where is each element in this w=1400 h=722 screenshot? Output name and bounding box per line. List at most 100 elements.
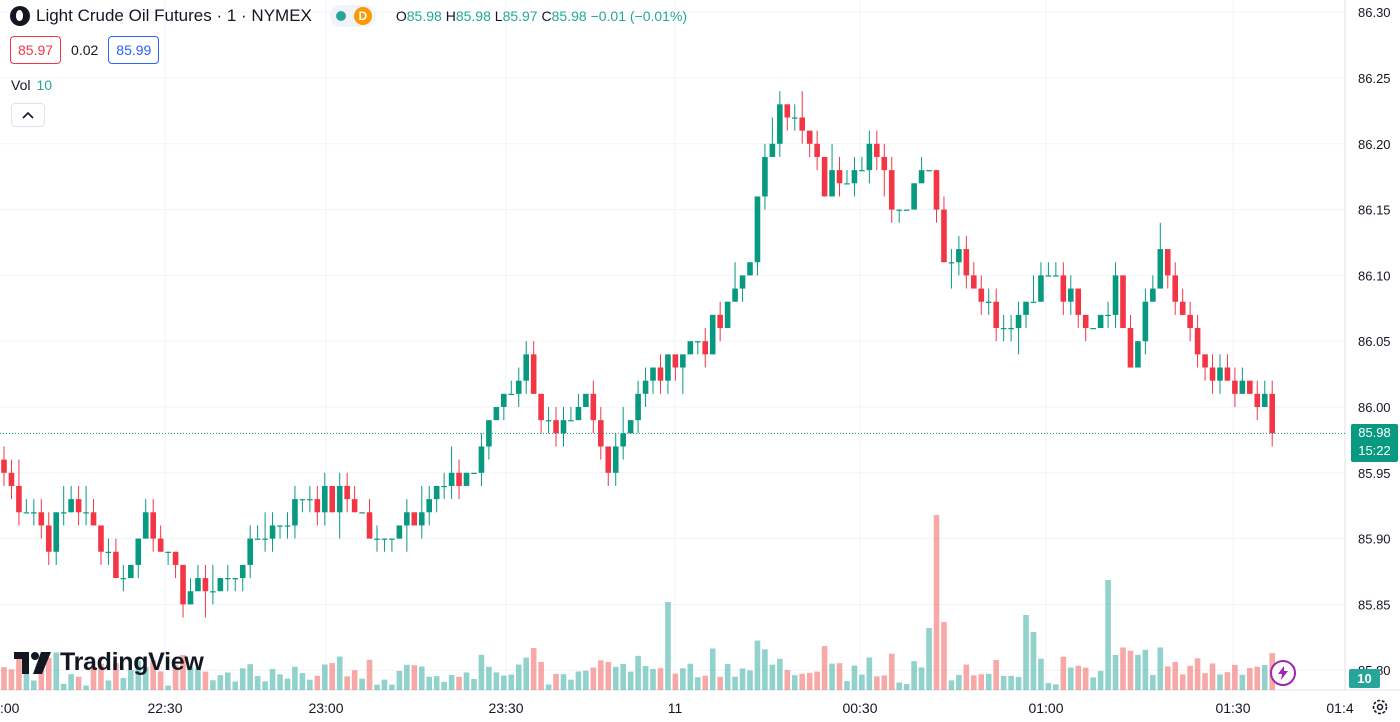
volume-bar: [418, 666, 425, 690]
candle-body: [23, 512, 30, 514]
volume-bar: [165, 685, 171, 690]
candle-body: [344, 485, 350, 500]
candle-body: [351, 499, 358, 513]
candle-body: [284, 525, 291, 527]
volume-bar: [881, 675, 888, 690]
candle-body: [210, 591, 216, 593]
candle-body: [1038, 275, 1044, 302]
candle-body: [814, 143, 820, 157]
candle-body: [53, 512, 60, 552]
volume-bar: [336, 656, 343, 690]
spread-value: 0.02: [71, 42, 99, 58]
candle-body: [1247, 380, 1253, 394]
volume-bar: [1120, 647, 1126, 690]
volume-bar: [1150, 674, 1156, 690]
candle-body: [225, 578, 231, 580]
bar-countdown: 15:22: [1358, 443, 1391, 458]
time-tick-label: :00: [0, 700, 20, 716]
candle-body: [1239, 380, 1246, 394]
volume-bar: [16, 656, 22, 690]
volume-bar: [493, 672, 500, 690]
volume-bar: [545, 684, 552, 690]
candle-body: [717, 314, 723, 329]
candle-body: [694, 341, 701, 343]
candle-body: [1179, 301, 1186, 315]
candle-body: [530, 354, 537, 394]
candle-body: [1120, 275, 1126, 329]
tradingview-mark-icon: [14, 651, 51, 674]
candle-body: [501, 393, 507, 407]
delayed-badge: D: [353, 7, 372, 25]
volume-bar: [859, 674, 865, 690]
volume-bar: [665, 602, 671, 690]
candle-body: [903, 209, 910, 211]
candle-body: [1232, 380, 1238, 394]
candle-body: [665, 354, 671, 381]
volume-bar: [1164, 666, 1171, 690]
price-tick-label: 86.25: [1358, 71, 1391, 86]
candle-body: [396, 525, 403, 539]
candle-body: [568, 420, 574, 422]
volume-bar: [1008, 675, 1014, 690]
market-status-pill[interactable]: D: [329, 5, 376, 27]
volume-bar: [396, 670, 403, 690]
candle-body: [993, 301, 999, 329]
candle-body: [1254, 393, 1261, 407]
brand-name: TradingView: [60, 648, 204, 676]
lightning-icon[interactable]: [1270, 660, 1296, 686]
volume-bar: [888, 653, 895, 690]
volume-bar: [389, 684, 395, 690]
volume-bar: [657, 668, 664, 690]
volume-bar: [486, 666, 492, 690]
candle-body: [321, 485, 328, 513]
volume-bar: [694, 677, 701, 690]
candle-body: [471, 472, 477, 474]
candle-body: [202, 578, 209, 592]
volume-bar: [456, 676, 462, 690]
tradingview-logo[interactable]: TradingView: [14, 648, 204, 677]
grid-lines: [0, 0, 1400, 691]
candle-body: [307, 499, 313, 501]
symbol-title[interactable]: Light Crude Oil Futures · 1 · NYMEX: [36, 6, 312, 25]
volume-bars: [1, 515, 1275, 690]
candle-body: [486, 420, 492, 447]
volume-bar: [911, 661, 917, 690]
volume-bar: [501, 675, 507, 690]
volume-bar: [344, 676, 350, 690]
time-tick-label: 01:4: [1326, 700, 1353, 716]
gear-icon[interactable]: [1370, 697, 1390, 717]
volume-bar: [598, 660, 604, 690]
candle-body: [829, 170, 835, 197]
volume-bar: [874, 676, 880, 690]
volume-bar: [232, 681, 239, 690]
candle-body: [806, 130, 813, 144]
volume-bar: [627, 671, 634, 690]
candle-body: [948, 262, 955, 264]
volume-bar: [963, 664, 970, 690]
volume-bar: [642, 665, 649, 690]
volume-bar: [829, 663, 835, 690]
volume-bar: [60, 683, 67, 690]
volume-bar: [635, 655, 641, 690]
market-open-dot-icon: [335, 11, 346, 21]
volume-bar: [530, 648, 537, 690]
candle-body: [16, 485, 22, 513]
volume-bar: [754, 640, 761, 690]
price-tick-label: 86.05: [1358, 334, 1391, 349]
volume-bar: [292, 666, 298, 690]
volume-bar: [1030, 632, 1037, 690]
bid-price-button[interactable]: 85.97: [10, 36, 62, 64]
volume-bar: [1172, 661, 1179, 690]
collapse-legend-button[interactable]: [11, 103, 45, 127]
ask-price-button[interactable]: 85.99: [108, 36, 160, 64]
volume-bar: [75, 676, 82, 690]
candle-body: [732, 288, 738, 302]
volume-bar: [933, 515, 940, 690]
candle-body: [956, 249, 962, 263]
volume-bar: [262, 681, 268, 690]
ohlc-values: O85.98 H85.98 L85.97 C85.98 −0.01 (−0.01…: [395, 8, 688, 24]
volume-bar: [538, 661, 544, 690]
price-tick-label: 85.90: [1358, 532, 1391, 547]
candle-body: [299, 499, 306, 501]
